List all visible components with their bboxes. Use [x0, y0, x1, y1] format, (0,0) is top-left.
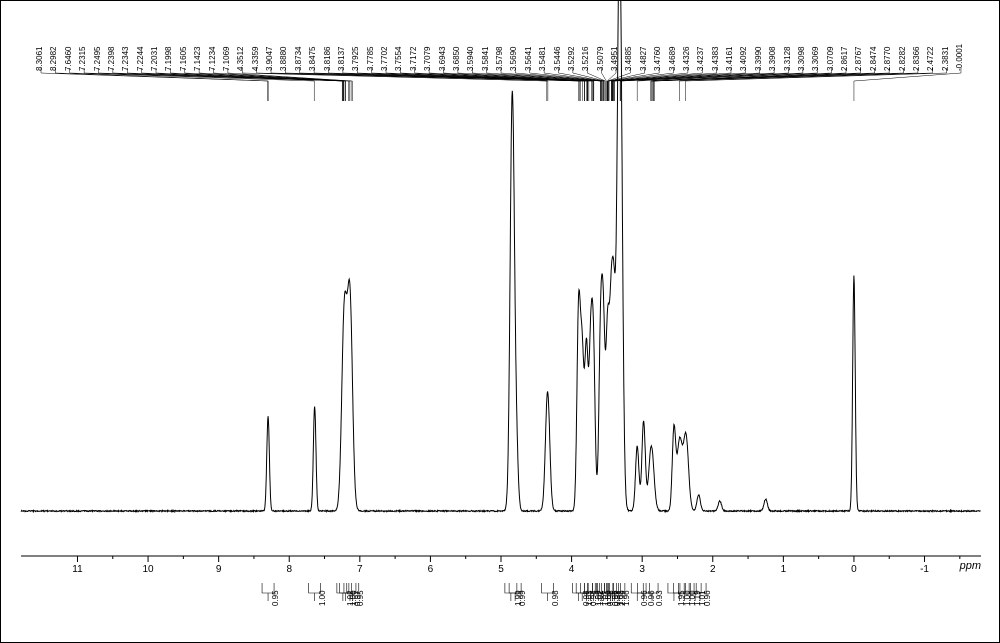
peak-ppm-label: 3.8734: [294, 47, 303, 71]
peak-ppm-label: 7.2244: [136, 47, 145, 71]
peak-ppm-label: 3.7554: [394, 47, 403, 71]
xaxis-tick-label: 0: [851, 564, 857, 575]
peak-ppm-label: 3.5940: [466, 47, 475, 71]
xaxis-tick-label: 6: [428, 564, 434, 575]
peak-ppm-label: 7.2495: [93, 47, 102, 71]
peak-ppm-label: 3.4689: [668, 47, 677, 71]
peak-ppm-label: 3.7702: [380, 47, 389, 71]
xaxis-tick-label: 9: [216, 564, 222, 575]
peak-ppm-label: 2.3831: [941, 47, 950, 71]
peak-ppm-label: 3.3128: [783, 47, 792, 71]
peak-ppm-label: 3.5690: [509, 47, 518, 71]
peak-ppm-label: 3.9047: [265, 47, 274, 71]
peak-ppm-label: 3.4161: [725, 47, 734, 71]
peak-ppm-label: 3.3990: [754, 47, 763, 71]
peak-ppm-label: -0.0001: [955, 44, 964, 71]
peak-ppm-label: 2.8767: [854, 47, 863, 71]
peak-ppm-label: 3.4885: [624, 47, 633, 71]
peak-ppm-label: 3.4237: [696, 47, 705, 71]
xaxis-tick-label: 1: [781, 564, 787, 575]
peak-ppm-label: 2.8282: [898, 47, 907, 71]
integration-value-label: 0.93: [655, 590, 664, 606]
xaxis-tick-label: 11: [72, 564, 82, 575]
peak-ppm-label: 2.8474: [869, 47, 878, 71]
peak-ppm-label: 3.4951: [610, 47, 619, 71]
xaxis-tick-label: 5: [498, 564, 504, 575]
xaxis-tick-label: 10: [142, 564, 153, 575]
peak-ppm-label: 8.3061: [35, 47, 44, 71]
xaxis-tick-label: 7: [357, 564, 363, 575]
peak-ppm-label: 3.3098: [797, 47, 806, 71]
peak-ppm-label: 2.4722: [926, 47, 935, 71]
integration-value-label: 0.98: [551, 590, 560, 606]
peak-ppm-label: 3.8137: [337, 47, 346, 71]
peak-ppm-label: 7.1998: [164, 47, 173, 71]
integration-value-label: 0.95: [356, 590, 365, 606]
peak-ppm-label: 3.3908: [768, 47, 777, 71]
peak-ppm-label: 3.5446: [553, 47, 562, 71]
peak-ppm-label: 3.7925: [351, 47, 360, 71]
xaxis-tick-label: 3: [639, 564, 645, 575]
peak-ppm-label: 7.6460: [64, 47, 73, 71]
peak-ppm-label: 7.1069: [222, 47, 231, 71]
xaxis-tick-label: 4: [569, 564, 575, 575]
peak-ppm-label: 7.2031: [150, 47, 159, 71]
peak-ppm-label: 7.1234: [208, 47, 217, 71]
peak-ppm-label: 3.4326: [682, 47, 691, 71]
peak-ppm-label: 3.7785: [366, 47, 375, 71]
peak-ppm-label: 3.5216: [581, 47, 590, 71]
peak-ppm-label: 7.1605: [179, 47, 188, 71]
integration-value-label: 0.99: [518, 590, 527, 606]
integration-value-label: 1.96: [622, 590, 631, 606]
peak-ppm-label: 4.3359: [251, 47, 260, 71]
peak-ppm-label: 3.6943: [438, 47, 447, 71]
xaxis-tick-label: 2: [710, 564, 716, 575]
spectrum-svg: [1, 1, 1000, 643]
peak-ppm-label: 2.8770: [883, 47, 892, 71]
peak-ppm-label: 7.1423: [193, 47, 202, 71]
peak-ppm-label: 7.2343: [121, 47, 130, 71]
peak-ppm-label: 8.2982: [49, 47, 58, 71]
peak-ppm-label: 3.5292: [567, 47, 576, 71]
peak-ppm-label: 4.3512: [236, 47, 245, 71]
peak-ppm-label: 3.5079: [596, 47, 605, 71]
xaxis-tick-label: 8: [286, 564, 292, 575]
peak-ppm-label: 3.4760: [653, 47, 662, 71]
peak-ppm-label: 3.0709: [826, 47, 835, 71]
peak-ppm-label: 3.4383: [711, 47, 720, 71]
peak-ppm-label: 3.5481: [538, 47, 547, 71]
peak-ppm-label: 7.2315: [78, 47, 87, 71]
peak-ppm-label: 2.8617: [840, 47, 849, 71]
nmr-spectrum-chart: 8.3061 8.2982 7.6460 7.2315 7.2495 7.2398 7.23…: [0, 0, 1000, 643]
peak-ppm-label: 2.8366: [912, 47, 921, 71]
peak-ppm-label: 3.8475: [308, 47, 317, 71]
peak-ppm-label: 3.4092: [739, 47, 748, 71]
peak-ppm-label: 3.5841: [481, 47, 490, 71]
peak-ppm-label: 3.8186: [323, 47, 332, 71]
integration-value-label: 0.95: [271, 590, 280, 606]
integration-value-label: 1.00: [318, 590, 327, 606]
peak-ppm-label: 7.2398: [107, 47, 116, 71]
integration-value-label: 0.96: [703, 590, 712, 606]
peak-ppm-label: 3.5798: [495, 47, 504, 71]
peak-ppm-label: 3.8880: [279, 47, 288, 71]
peak-ppm-label: 3.7172: [409, 47, 418, 71]
peak-labels-top: 8.3061 8.2982 7.6460 7.2315 7.2495 7.2398 7.23…: [1, 1, 999, 71]
xaxis-label: ppm: [960, 560, 981, 572]
integration-labels-bottom: 0.951.001.021.000.970.951.990.990.980.98…: [1, 582, 999, 642]
peak-ppm-label: 3.7079: [423, 47, 432, 71]
xaxis-tick-label: -1: [920, 564, 929, 575]
peak-ppm-label: 3.5641: [524, 47, 533, 71]
peak-ppm-label: 3.3069: [811, 47, 820, 71]
peak-ppm-label: 3.6850: [452, 47, 461, 71]
peak-ppm-label: 3.4827: [639, 47, 648, 71]
